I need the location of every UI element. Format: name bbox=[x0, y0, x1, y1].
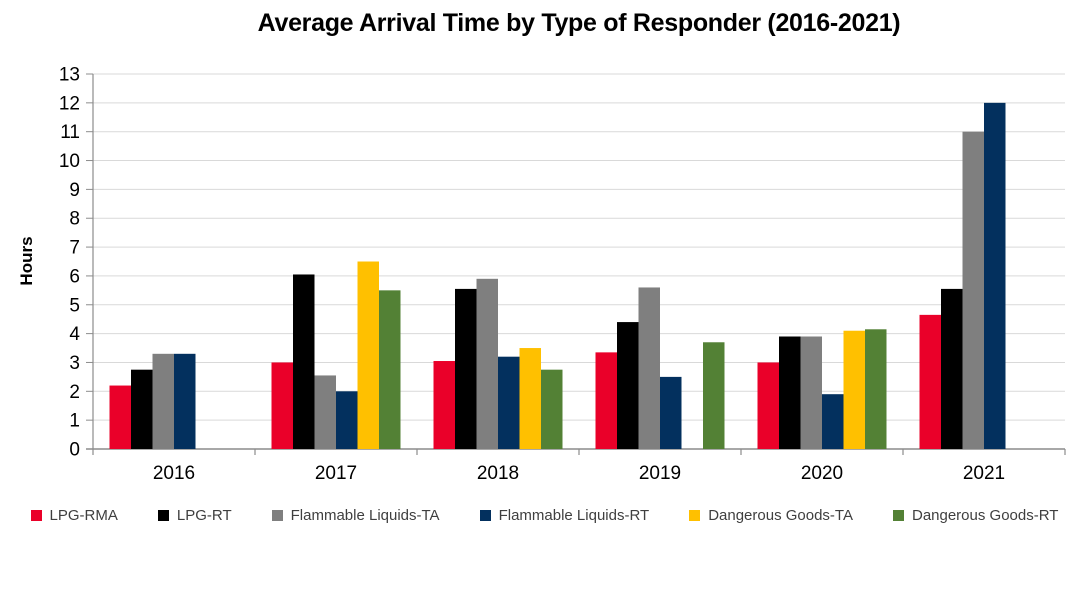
bar-Dangerous Goods-RT-2018 bbox=[541, 369, 563, 449]
y-tick-label: 4 bbox=[69, 324, 80, 345]
bar-Flammable Liquids-TA-2019 bbox=[638, 287, 660, 449]
y-tick-label: 2 bbox=[69, 382, 80, 403]
x-category-label: 2021 bbox=[963, 463, 1005, 484]
x-category-label: 2019 bbox=[639, 463, 681, 484]
legend-item: LPG-RT bbox=[157, 507, 232, 524]
legend-item: LPG-RMA bbox=[30, 507, 118, 524]
bar-Flammable Liquids-TA-2021 bbox=[962, 131, 984, 449]
y-tick-label: 12 bbox=[59, 93, 80, 114]
bar-LPG-RMA-2018 bbox=[433, 361, 455, 449]
y-tick-label: 1 bbox=[69, 411, 80, 432]
y-tick-label: 10 bbox=[59, 151, 80, 172]
y-tick-label: 0 bbox=[69, 440, 80, 461]
legend-label: LPG-RMA bbox=[49, 507, 118, 524]
bar-LPG-RMA-2017 bbox=[271, 362, 293, 449]
legend-swatch-icon bbox=[271, 510, 283, 521]
x-category-label: 2018 bbox=[477, 463, 519, 484]
legend-item: Dangerous Goods-RT bbox=[892, 507, 1059, 524]
x-category-label: 2020 bbox=[801, 463, 843, 484]
bar-LPG-RMA-2020 bbox=[757, 362, 779, 449]
legend-swatch-icon bbox=[157, 510, 169, 521]
bar-Dangerous Goods-TA-2018 bbox=[519, 348, 541, 449]
bar-Flammable Liquids-RT-2017 bbox=[336, 391, 358, 449]
bar-Dangerous Goods-TA-2017 bbox=[357, 261, 379, 449]
bar-LPG-RT-2021 bbox=[941, 288, 963, 449]
chart-title: Average Arrival Time by Type of Responde… bbox=[257, 9, 901, 37]
bar-LPG-RT-2017 bbox=[293, 274, 315, 449]
bar-Flammable Liquids-RT-2019 bbox=[660, 376, 682, 449]
bar-Flammable Liquids-TA-2018 bbox=[476, 278, 498, 449]
bar-LPG-RMA-2021 bbox=[919, 314, 941, 449]
y-tick-label: 9 bbox=[69, 180, 80, 201]
bar-Dangerous Goods-TA-2020 bbox=[843, 330, 865, 449]
y-tick-label: 8 bbox=[69, 209, 80, 230]
bar-LPG-RT-2020 bbox=[779, 336, 801, 449]
bar-LPG-RT-2018 bbox=[455, 288, 477, 449]
bar-LPG-RT-2019 bbox=[617, 322, 639, 449]
legend-swatch-icon bbox=[689, 510, 701, 521]
bar-Flammable Liquids-RT-2018 bbox=[498, 356, 520, 449]
x-category-label: 2017 bbox=[315, 463, 357, 484]
y-tick-label: 3 bbox=[69, 353, 80, 374]
bar-LPG-RT-2016 bbox=[131, 369, 153, 449]
y-tick-label: 13 bbox=[59, 65, 80, 86]
bar-Flammable Liquids-RT-2021 bbox=[984, 102, 1006, 449]
bar-Flammable Liquids-RT-2016 bbox=[174, 353, 196, 449]
legend-label: Flammable Liquids-RT bbox=[498, 507, 650, 524]
bar-LPG-RMA-2019 bbox=[595, 352, 617, 449]
legend-swatch-icon bbox=[892, 510, 904, 521]
bar-Flammable Liquids-TA-2016 bbox=[152, 353, 174, 449]
legend: LPG-RMA LPG-RT Flammable Liquids-TA Flammab… bbox=[0, 507, 1089, 524]
legend-swatch-icon bbox=[479, 510, 491, 521]
legend-item: Dangerous Goods-TA bbox=[689, 507, 853, 524]
bar-Flammable Liquids-RT-2020 bbox=[822, 394, 844, 449]
y-tick-label: 11 bbox=[60, 122, 80, 143]
legend-label: Flammable Liquids-TA bbox=[290, 507, 440, 524]
y-tick-label: 6 bbox=[69, 266, 80, 287]
bar-Dangerous Goods-RT-2019 bbox=[703, 342, 725, 449]
y-tick-label: 5 bbox=[69, 295, 80, 316]
legend-label: LPG-RT bbox=[176, 507, 232, 524]
legend-swatch-icon bbox=[30, 510, 42, 521]
bar-Dangerous Goods-RT-2020 bbox=[865, 329, 887, 449]
bar-Flammable Liquids-TA-2017 bbox=[314, 375, 336, 449]
legend-item: Flammable Liquids-TA bbox=[271, 507, 440, 524]
legend-label: Dangerous Goods-TA bbox=[708, 507, 853, 524]
bar-Dangerous Goods-RT-2017 bbox=[379, 290, 401, 449]
bar-LPG-RMA-2016 bbox=[109, 385, 131, 449]
bar-Flammable Liquids-TA-2020 bbox=[800, 336, 822, 449]
legend-label: Dangerous Goods-RT bbox=[911, 507, 1059, 524]
x-category-label: 2016 bbox=[153, 463, 195, 484]
legend-item: Flammable Liquids-RT bbox=[479, 507, 650, 524]
y-tick-label: 7 bbox=[69, 238, 80, 259]
